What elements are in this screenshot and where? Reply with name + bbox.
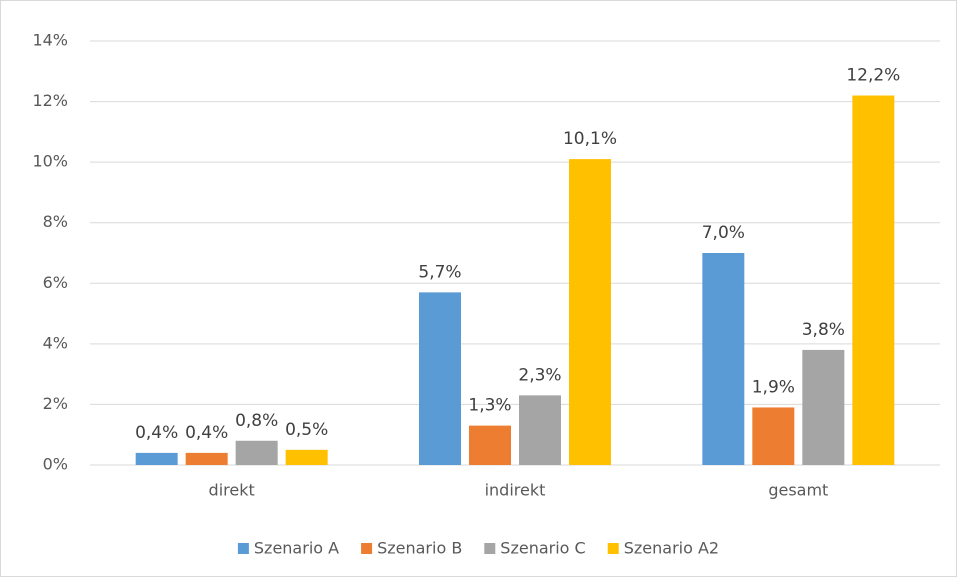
y-tick-label: 6% [43, 273, 68, 292]
value-label: 0,5% [285, 420, 328, 440]
x-tick-label: indirekt [485, 481, 546, 500]
value-label: 3,8% [802, 320, 845, 340]
bar [519, 395, 561, 465]
legend-swatch [607, 543, 619, 554]
bar [285, 449, 328, 465]
value-label: 0,4% [135, 423, 178, 443]
y-tick-label: 4% [43, 333, 68, 352]
legend-label: Szenario B [377, 539, 462, 558]
bar [235, 440, 278, 465]
legend-swatch [237, 543, 249, 554]
value-label: 1,3% [468, 396, 511, 416]
bar [569, 159, 611, 465]
y-tick-label: 12% [32, 91, 68, 110]
y-tick-label: 8% [43, 212, 68, 231]
legend-label: Szenario C [500, 539, 585, 558]
bar [419, 292, 461, 465]
y-tick-label: 2% [43, 394, 68, 413]
bar [752, 407, 795, 465]
value-label: 10,1% [563, 129, 617, 149]
y-tick-label: 10% [32, 152, 68, 171]
legend-label: Szenario A2 [624, 539, 719, 558]
legend-swatch [361, 543, 373, 554]
x-tick-label: gesamt [768, 481, 828, 500]
value-label: 1,9% [752, 377, 795, 397]
legend-swatch [484, 543, 496, 554]
y-tick-label: 14% [32, 31, 68, 50]
value-label: 5,7% [418, 262, 461, 282]
bar [135, 452, 178, 465]
bar [702, 253, 745, 465]
x-tick-label: direkt [209, 481, 255, 500]
bar [185, 452, 228, 465]
y-tick-label: 0% [43, 455, 68, 474]
bar [852, 95, 895, 465]
bar [802, 349, 845, 465]
bar [469, 425, 511, 465]
value-label: 2,3% [518, 365, 561, 385]
value-label: 12,2% [846, 66, 900, 86]
value-label: 0,4% [185, 423, 228, 443]
legend-label: Szenario A [254, 539, 339, 558]
value-label: 0,8% [235, 411, 278, 431]
value-label: 7,0% [702, 223, 745, 243]
